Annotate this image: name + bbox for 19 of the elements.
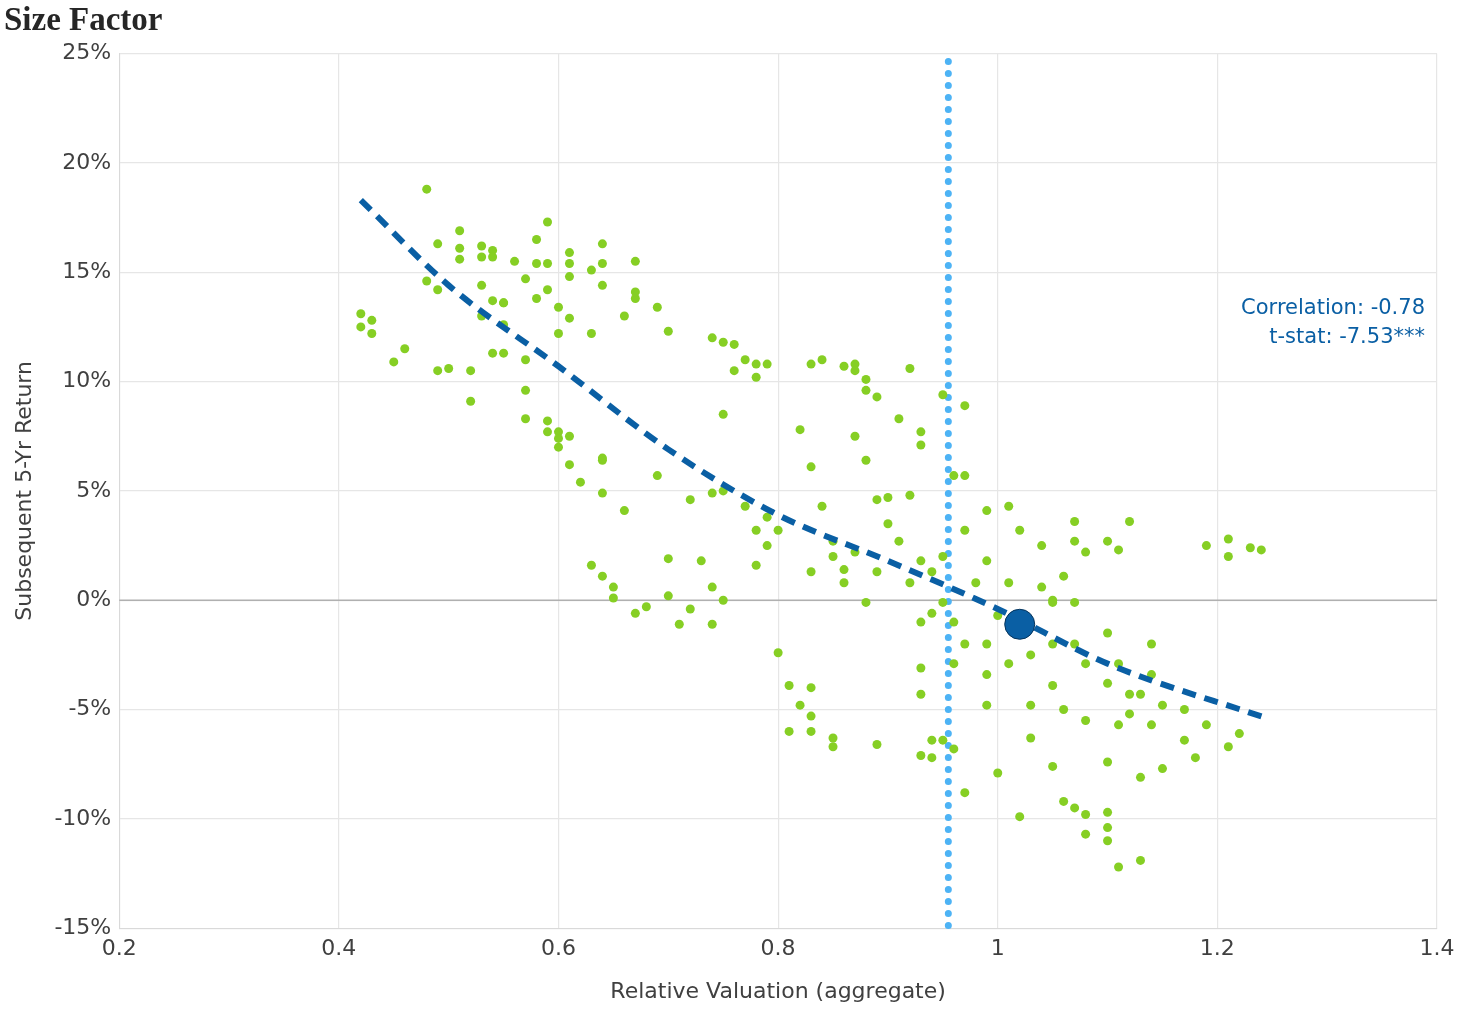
y-tick-label: 5% [76, 476, 112, 502]
y-tick-label: -5% [68, 695, 112, 721]
y-tick-label: 10% [62, 367, 112, 393]
y-tick-label: 15% [62, 257, 112, 283]
x-axis-title: Relative Valuation (aggregate) [610, 977, 946, 1003]
x-tick-label: 1.2 [1199, 935, 1235, 961]
y-tick-label: -10% [54, 804, 112, 830]
y-axis-title: Subsequent 5-Yr Return [10, 361, 36, 621]
x-tick-label: 0.8 [760, 935, 796, 961]
x-tick-label: 0.4 [321, 935, 357, 961]
x-tick-label: 0.6 [540, 935, 576, 961]
x-tick-label: 1 [990, 935, 1005, 961]
y-tick-label: 20% [62, 148, 112, 174]
y-tick-label: 25% [62, 39, 112, 65]
y-tick-label: 0% [76, 585, 112, 611]
x-tick-label: 1.4 [1419, 935, 1455, 961]
annotation: Correlation: -0.78 [1241, 295, 1425, 320]
chart-title: Size Factor [4, 1, 163, 38]
annotation: t-stat: -7.53*** [1269, 324, 1425, 349]
